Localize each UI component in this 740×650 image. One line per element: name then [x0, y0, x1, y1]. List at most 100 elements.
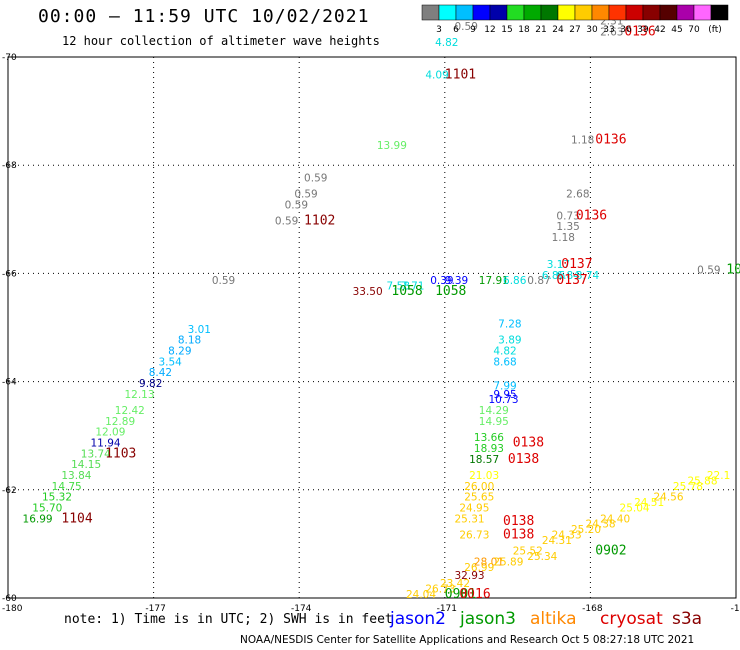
legend-tick-label: 30 [586, 25, 598, 35]
legend-swatch [642, 4, 661, 21]
wave-height-point: 21.03 [469, 470, 499, 482]
legend-tick-label: 3 [436, 25, 442, 35]
wave-height-point: 24.38 [586, 519, 616, 531]
legend-swatch [574, 4, 593, 21]
wave-height-point: 1.18 [552, 232, 575, 244]
legend-swatch [472, 4, 491, 21]
wave-height-point: 24.40 [600, 513, 630, 525]
chart-title: 00:00 – 11:59 UTC 10/02/2021 [38, 6, 370, 27]
wave-height-point: 14.75 [52, 481, 82, 493]
wave-height-point: 9.82 [139, 378, 162, 390]
legend-swatch [625, 4, 644, 21]
wave-height-point: 0.59 [697, 264, 720, 276]
wave-height-point: 8.68 [493, 356, 516, 368]
wave-height-point: 4.82 [493, 346, 516, 358]
legend-tick-label: 24 [552, 25, 564, 35]
legend-tick-label: 33 [603, 25, 614, 35]
wave-height-point: 23.42 [440, 578, 470, 590]
wave-height-point: 25.31 [455, 513, 485, 525]
legend-tick-label: 36 [620, 25, 632, 35]
wave-height-point: 7.99 [493, 381, 516, 393]
legend-tick-label: 18 [518, 25, 530, 35]
wave-height-point: 13.99 [377, 140, 407, 152]
legend-swatch [506, 4, 525, 21]
legend-tick-label: 39 [637, 25, 649, 35]
pass-time-label: 0138 [503, 514, 534, 529]
legend-jason3: jason3 [460, 609, 516, 629]
y-tick-label: -64 [2, 378, 17, 388]
wave-height-point: 26.73 [459, 529, 489, 541]
wave-height-point: 0.59 [212, 275, 235, 287]
wave-height-point: 6.86 [503, 275, 527, 287]
wave-height-point: 32.93 [455, 570, 485, 582]
pass-time-label: 1101 [445, 68, 476, 83]
wave-height-point: 26.73 [425, 584, 455, 596]
wave-height-point: 7.28 [498, 319, 521, 331]
wave-height-point: 9.39 [445, 275, 468, 287]
wave-height-point: 24.33 [552, 529, 582, 541]
wave-height-point: 9.95 [493, 389, 516, 401]
legend-swatch [523, 4, 542, 21]
wave-height-point: 3.89 [498, 335, 521, 347]
wave-height-point: 24.56 [653, 492, 683, 504]
wave-height-point: 24.51 [634, 497, 664, 509]
wave-height-point: 25.52 [513, 546, 543, 558]
wave-height-point: 7.58 [387, 281, 410, 293]
wave-height-point: 0.59 [304, 172, 327, 184]
wave-height-point: 12.09 [95, 427, 125, 439]
wave-height-point: 3.01 [188, 324, 211, 336]
chart-subtitle: 12 hour collection of altimeter wave hei… [62, 34, 380, 48]
legend-swatch [676, 4, 695, 21]
wave-height-point: 11.94 [91, 438, 121, 450]
pass-time-label: 105 [726, 262, 740, 277]
wave-height-point: 0.59 [294, 189, 317, 201]
legend-tick-label: 15 [501, 25, 512, 35]
legend-tick-label: 9 [470, 25, 476, 35]
legend-swatch [421, 4, 440, 21]
wave-height-point: 13.74 [81, 448, 111, 460]
legend-tick-label: 27 [569, 25, 580, 35]
wave-height-point: 3.74 [576, 270, 600, 282]
pass-time-label: 0138 [503, 527, 534, 542]
wave-height-point: 2.68 [566, 189, 589, 201]
wave-height-point: 25.89 [493, 557, 523, 569]
legend-jason2: jason2 [390, 609, 446, 629]
legend-swatch [591, 4, 610, 21]
wave-height-point: 15.32 [42, 492, 72, 504]
y-tick-label: -66 [2, 269, 17, 279]
wave-height-point: 25.78 [673, 481, 703, 493]
pass-time-label: 1058 [391, 284, 422, 299]
wave-height-point: 18.93 [474, 443, 504, 455]
wave-height-point: 10.73 [488, 394, 518, 406]
pass-time-label: 0136 [624, 24, 655, 39]
legend-tick-label: 42 [654, 25, 665, 35]
wave-height-point: 0.59 [455, 21, 478, 33]
wave-height-point: 24.31 [542, 535, 572, 547]
legend-tick-label: 12 [484, 25, 495, 35]
wave-height-point: 25.65 [464, 492, 494, 504]
wave-height-point: 1.18 [571, 135, 594, 147]
pass-time-label: 0902 [595, 544, 626, 559]
pass-time-label: 1102 [304, 214, 335, 229]
wave-height-point: 3.17 [547, 259, 570, 271]
pass-time-label: 0137 [556, 273, 587, 288]
pass-time-label: 0138 [508, 452, 539, 467]
wave-height-point: 12.42 [115, 405, 145, 417]
wave-height-point: 24.04 [406, 589, 436, 601]
pass-time-label: 1103 [105, 446, 136, 461]
pass-time-label: 1058 [435, 284, 466, 299]
wave-height-point: 0.39 [430, 275, 453, 287]
wave-height-point: 4.82 [435, 37, 458, 49]
pass-time-label: 0138 [513, 436, 544, 451]
wave-height-point: 0.73 [556, 210, 579, 222]
legend-unit: (ft) [708, 25, 722, 35]
wave-height-point: 16.99 [23, 513, 53, 525]
wave-height-point: 25.20 [571, 524, 601, 536]
legend-swatch [557, 4, 576, 21]
wave-height-point: 25.34 [527, 551, 557, 563]
legend-altika: altika [530, 609, 577, 629]
wave-height-point: 0.87 [527, 275, 550, 287]
wave-height-point: 13.84 [61, 470, 91, 482]
wave-height-point: 1.35 [556, 221, 579, 233]
x-tick-label: -180 [2, 604, 23, 614]
